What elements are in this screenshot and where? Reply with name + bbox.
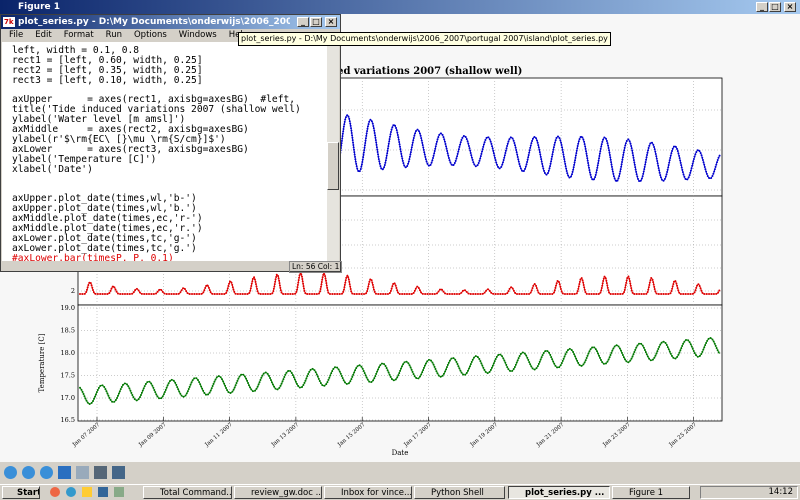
maximize-button[interactable]: □	[310, 17, 322, 27]
menu-item[interactable]: Run	[105, 30, 122, 40]
taskbar-button[interactable]: Figure 1	[612, 486, 690, 499]
system-tray: 14:12	[700, 486, 798, 499]
y-tick-label: 19.0	[61, 304, 75, 312]
zoom-button[interactable]	[76, 466, 89, 479]
code-line: axMiddle.plot_date(times,ec,'r.')	[12, 223, 203, 235]
trace-dots	[79, 336, 721, 406]
tooltip: plot_series.py - D:\My Documents\onderwi…	[238, 32, 611, 46]
trace-dots	[79, 270, 721, 295]
code-line: left, width = 0.1, 0.8	[12, 45, 140, 56]
x-axis-label: Date	[392, 449, 409, 457]
plot-toolbar	[0, 462, 800, 484]
home-button[interactable]	[4, 466, 17, 479]
quick-launch-icon[interactable]	[50, 487, 60, 497]
idle-icon: 7k	[3, 17, 15, 27]
code-line: axLower.plot_date(times,tc,'g.')	[12, 242, 197, 254]
taskbar-button[interactable]: Inbox for vince...	[324, 486, 412, 499]
code-line: title('Tide induced variations 2007 (sha…	[12, 104, 301, 116]
maximize-button[interactable]: □	[769, 2, 781, 12]
y-tick-label: 18.5	[61, 327, 75, 335]
minimize-button[interactable]: _	[297, 17, 309, 27]
menu-item[interactable]: Format	[63, 30, 94, 40]
status-bar: Ln: 56 Col: 1	[289, 261, 343, 273]
editor-title: plot_series.py - D:\My Documents\onderwi…	[18, 17, 290, 27]
y-tick-label: 17.0	[61, 394, 75, 402]
code-line: rect1 = [left, 0.60, width, 0.25]	[12, 54, 203, 66]
code-line: axLower.plot_date(times,tc,'g-')	[12, 232, 197, 244]
y-axis-label: Temperature [C]	[38, 333, 46, 392]
taskbar-button[interactable]: Python Shell	[414, 486, 505, 499]
close-button[interactable]: ×	[325, 17, 337, 27]
editor-titlebar: 7k plot_series.py - D:\My Documents\onde…	[1, 15, 340, 29]
code-line: axMiddle.plot_date(times,ec,'r-')	[12, 213, 203, 225]
quick-launch-icon[interactable]	[66, 487, 76, 497]
plot-title: Tide induced variations 2007 (shallow we…	[278, 66, 523, 77]
lower-axes	[77, 304, 723, 422]
taskbar-button[interactable]: Total Command...	[143, 486, 232, 499]
code-line: ylabel('Temperature [C]')	[12, 153, 157, 165]
code-line: ylabel(r'$\rm{EC\ [}\mu \rm{S/cm}]$')	[12, 134, 226, 146]
quick-launch-icon[interactable]	[82, 487, 92, 497]
scrollbar[interactable]	[327, 42, 339, 261]
quick-launch	[46, 487, 136, 498]
code-line: axUpper.plot_date(times,wl,'b.')	[12, 203, 197, 215]
figure-title: Figure 1	[18, 2, 61, 12]
pan-button[interactable]	[58, 466, 71, 479]
quick-launch-icon[interactable]	[114, 487, 124, 497]
menu-bar: FileEditFormatRunOptionsWindowsHelp	[9, 30, 260, 41]
y-tick-label: 16.5	[61, 416, 75, 424]
y-tick-label: 2	[71, 287, 75, 295]
code-line	[12, 175, 327, 185]
quick-launch-icon[interactable]	[98, 487, 108, 497]
code-line: axMiddle = axes(rect2, axisbg=axesBG)	[12, 124, 249, 136]
y-tick-label: 18.0	[61, 349, 75, 357]
menu-item[interactable]: Options	[133, 30, 167, 40]
taskbar-button[interactable]: review_gw.doc ...	[234, 486, 322, 499]
clock: 14:12	[768, 487, 794, 497]
code-line: axUpper.plot_date(times,wl,'b-')	[12, 193, 197, 205]
save-button[interactable]	[112, 466, 125, 479]
code-line: rect2 = [left, 0.35, width, 0.25]	[12, 64, 203, 76]
minimize-button[interactable]: _	[756, 2, 768, 12]
menu-item[interactable]: Windows	[178, 30, 217, 40]
forward-button[interactable]	[40, 466, 53, 479]
code-line: axUpper = axes(rect1, axisbg=axesBG) #le…	[12, 94, 296, 106]
code-line: ylabel('Water level [m amsl]')	[12, 114, 186, 126]
code-area[interactable]: left, width = 0.1, 0.8 rect1 = [left, 0.6…	[2, 42, 327, 261]
scroll-thumb[interactable]	[327, 142, 339, 190]
figure-canvas: Tide induced variations 2007 (shallow we…	[0, 14, 800, 462]
code-line: rect3 = [left, 0.10, width, 0.25]	[12, 74, 203, 86]
y-tick-label: 17.5	[61, 372, 75, 380]
editor-window: 7k plot_series.py - D:\My Documents\onde…	[0, 14, 343, 273]
code-line: #axLower.bar(timesP, P, 0.1)	[12, 252, 174, 261]
code-line: xlabel('Date')	[12, 163, 93, 175]
figure-titlebar: Figure 1 _ □ ×	[0, 0, 800, 14]
menu-item[interactable]: File	[9, 30, 24, 40]
back-button[interactable]	[22, 466, 35, 479]
code-line: axLower = axes(rect3, axisbg=axesBG)	[12, 143, 249, 155]
taskbar-button[interactable]: plot_series.py ...	[508, 486, 610, 499]
subplots-button[interactable]	[94, 466, 107, 479]
close-button[interactable]: ×	[784, 2, 796, 12]
menu-item[interactable]: Edit	[35, 30, 52, 40]
start-button[interactable]: Start	[2, 486, 40, 499]
